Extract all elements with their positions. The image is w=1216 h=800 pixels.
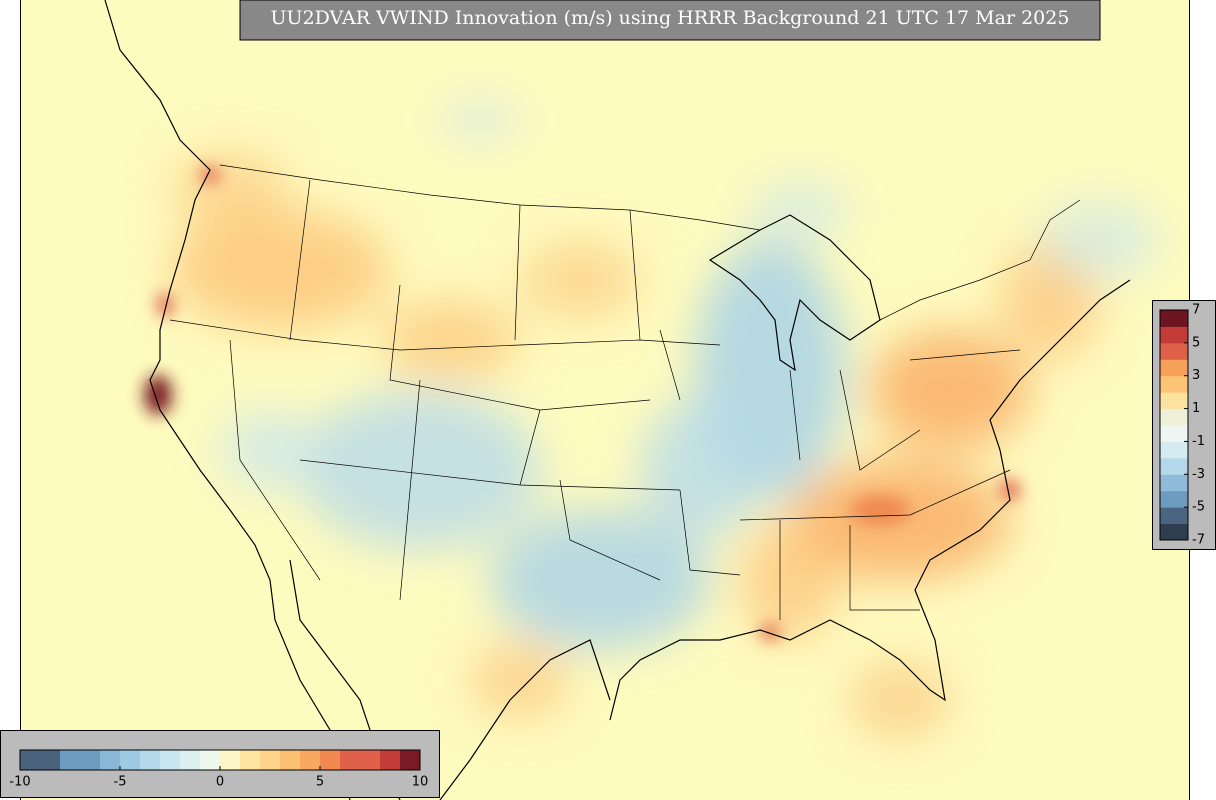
colorbar-tick-label: -5 — [114, 775, 127, 790]
colorbar-horizontal: -10 -5 0 5 10 — [9, 749, 429, 790]
colorbar-segment — [360, 750, 381, 770]
colorbar-segment — [380, 750, 401, 770]
innovation-peaks — [144, 167, 1020, 640]
map-title: UU2DVAR VWIND Innovation (m/s) using HRR… — [271, 7, 1070, 29]
colorbar-tick-label: 0 — [216, 775, 224, 790]
title-box: UU2DVAR VWIND Innovation (m/s) using HRR… — [239, 0, 1101, 41]
colorbar-tick-label: -10 — [9, 775, 30, 790]
colorbar-segment — [280, 750, 301, 770]
colorbar-tick-label: 5 — [316, 775, 324, 790]
colorbar-segment — [60, 750, 81, 770]
colorbar-segment — [1160, 408, 1188, 426]
colorbar-segment — [100, 750, 121, 770]
colorbar-segment — [1160, 523, 1188, 541]
colorbar-segment — [1160, 490, 1188, 508]
colorbar-segment — [160, 750, 181, 770]
colorbar-segment — [1160, 457, 1188, 475]
colorbar-segment — [1160, 441, 1188, 459]
colorbar-tick-label: -3 — [1192, 467, 1205, 482]
colorbar-segment — [300, 750, 321, 770]
colorbar-segment — [240, 750, 261, 770]
coastline-gulf — [609, 279, 1131, 721]
colorbar-segment — [1160, 310, 1188, 327]
colorbar-segment — [120, 750, 141, 770]
colorbar-segment — [200, 750, 221, 770]
colorbar-segment — [1160, 474, 1188, 492]
colorbar-vertical: 7 5 3 1 -1 -3 -5 -7 — [1159, 303, 1205, 548]
colorbar-segment — [1160, 507, 1188, 525]
colorbar-segment — [1160, 326, 1188, 344]
colorbar-segment — [220, 750, 241, 770]
colorbar-segment — [260, 750, 281, 770]
title-background — [239, 0, 1101, 41]
state-lines — [169, 179, 1021, 620]
colorbar-tick-label: 3 — [1192, 368, 1200, 383]
map — [20, 0, 1190, 800]
colorbar-segment — [1160, 392, 1188, 410]
colorbar-segment — [40, 750, 61, 770]
colorbar-segment — [140, 750, 161, 770]
colorbar-tick-label: -1 — [1192, 434, 1205, 449]
colorbar-outline — [1159, 309, 1189, 541]
colorbar-tick-label: -5 — [1192, 500, 1205, 515]
colorbar-segment — [20, 750, 41, 770]
colorbar-segment — [320, 750, 341, 770]
coastline-west — [104, 0, 351, 800]
colorbar-segment — [1160, 375, 1188, 393]
colorbar-segment — [340, 750, 361, 770]
colorbar-segment — [80, 750, 101, 770]
colorbar-segment — [400, 750, 421, 770]
colorbar-tick-label: 1 — [1192, 401, 1200, 416]
colorbar-segment — [180, 750, 201, 770]
colorbar-tick-label: 5 — [1192, 335, 1200, 350]
colorbar-tick-label: -7 — [1192, 533, 1205, 548]
great-lakes — [708, 214, 881, 372]
colorbar-tick-label: 10 — [412, 775, 429, 790]
colorbar-segment — [1160, 425, 1188, 442]
innovation-field — [170, 100, 1160, 740]
colorbar-segment — [1160, 359, 1188, 377]
colorbar-segment — [1160, 342, 1188, 360]
colorbar-tick-label: 7 — [1192, 303, 1200, 318]
